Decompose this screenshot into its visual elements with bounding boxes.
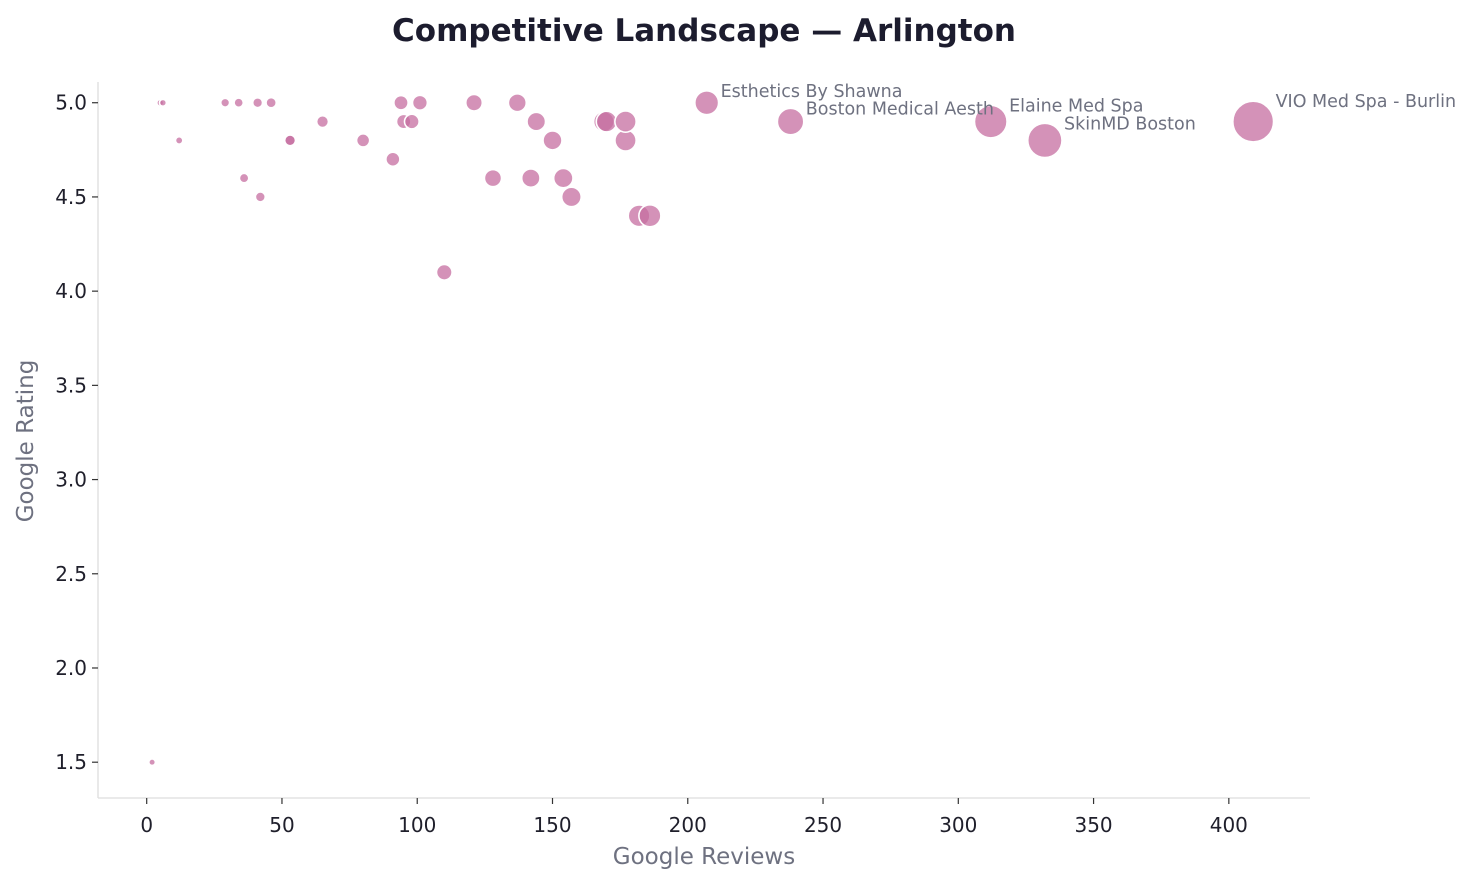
data-point: [507, 92, 528, 113]
x-tick-label: 350: [1074, 813, 1112, 837]
data-point: [464, 93, 484, 112]
data-point: [638, 203, 662, 228]
data-point: [393, 94, 409, 111]
data-point: [560, 186, 583, 208]
x-tick-label: 150: [533, 813, 571, 837]
data-point: [614, 110, 637, 134]
data-point: [174, 135, 184, 145]
scatter-points: [148, 90, 1275, 767]
data-point: [238, 172, 250, 184]
y-tick-label: 5.0: [55, 91, 87, 115]
data-point: [552, 167, 574, 189]
data-point: [355, 133, 371, 148]
y-tick-label: 1.5: [55, 750, 87, 774]
point-label: Boston Medical Aesth: [806, 99, 994, 119]
data-point: [1232, 100, 1275, 143]
x-tick-label: 300: [939, 813, 977, 837]
data-point: [1026, 122, 1063, 159]
point-label: VIO Med Spa - Burlin: [1276, 92, 1457, 112]
x-tick-label: 0: [140, 813, 153, 837]
data-point: [694, 90, 720, 116]
data-point: [385, 151, 401, 168]
data-point: [265, 96, 278, 109]
data-point: [520, 168, 541, 189]
data-point: [254, 191, 267, 203]
data-point: [283, 134, 297, 147]
x-tick-label: 50: [269, 813, 294, 837]
x-tick-label: 200: [669, 813, 707, 837]
y-tick-label: 2.0: [55, 656, 87, 680]
y-tick-label: 2.5: [55, 562, 87, 586]
y-tick-label: 3.0: [55, 468, 87, 492]
x-axis-ticks: 0 50 100 150 200 250 300 350 400: [140, 798, 1248, 837]
data-point: [776, 107, 805, 136]
data-point: [158, 98, 168, 107]
y-axis-label: Google Rating: [13, 360, 39, 523]
data-point: [233, 97, 245, 109]
x-axis-label: Google Reviews: [613, 844, 795, 870]
point-label: SkinMD Boston: [1064, 114, 1196, 134]
data-point: [219, 97, 231, 108]
data-point: [148, 758, 157, 767]
axes-spines: [97, 82, 1310, 799]
x-tick-label: 250: [804, 813, 842, 837]
point-label: Elaine Med Spa: [1009, 96, 1143, 116]
data-point: [435, 263, 453, 281]
y-tick-label: 4.0: [55, 279, 87, 303]
data-point: [526, 111, 547, 132]
data-point: [403, 113, 420, 130]
data-point: [542, 130, 563, 151]
data-point: [595, 110, 618, 133]
data-point: [483, 168, 503, 188]
data-point: [315, 114, 330, 129]
point-label: Esthetics By Shawna: [721, 82, 903, 102]
data-point: [973, 104, 1008, 139]
y-axis-ticks: 1.5 2.0 2.5 3.0 3.5 4.0 4.5 5.0: [55, 91, 98, 774]
x-tick-label: 100: [398, 813, 436, 837]
x-tick-label: 400: [1210, 813, 1248, 837]
data-point: [251, 97, 264, 109]
data-point: [411, 94, 429, 111]
chart-title: Competitive Landscape — Arlington: [392, 13, 1016, 49]
y-tick-label: 3.5: [55, 373, 87, 397]
y-tick-label: 4.5: [55, 185, 87, 209]
